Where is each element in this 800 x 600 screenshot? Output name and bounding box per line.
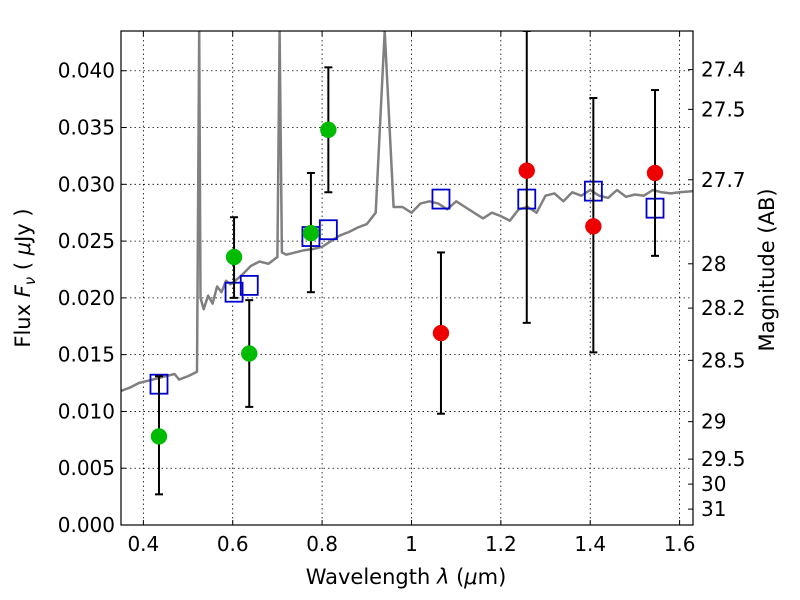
x-tick-label: 0.6 [217,532,249,556]
y-axis-label: Flux Fν ( μJy ) [11,208,39,347]
x-tick-label: 1.4 [574,532,606,556]
x-tick-label: 1.2 [485,532,517,556]
y2-tick-label: 27.7 [701,168,746,192]
observed-point [225,248,243,266]
x-axis-label: Wavelength λ (μm) [306,565,507,589]
model-square-point [318,219,338,241]
y2-tick-label: 29 [701,410,726,434]
x-tick-label: 1.6 [664,532,696,556]
grid-lines [121,31,693,526]
y2-tick-label: 29.5 [701,447,746,471]
observed-point [302,224,320,242]
x-tick-label: 1 [405,532,418,556]
observed-point [150,428,168,445]
y-tick-label: 0.040 [58,59,115,83]
observed-point [585,218,602,235]
observed-point [320,121,337,139]
model-square-point [239,274,259,296]
y-tick-label: 0.010 [58,399,115,423]
y2-tick-label: 28.5 [701,348,746,372]
observed-point [432,324,450,342]
y-tick-label: 0.020 [58,286,115,310]
y2-tick-label: 27.5 [701,97,746,121]
y-tick-label: 0.005 [58,456,115,480]
observed-point [646,164,664,182]
model-square-point [431,188,451,210]
plot-area [121,31,693,496]
y2-tick-label: 31 [701,497,726,521]
y-tick-label: 0.035 [58,116,115,140]
y2-tick-label: 28.2 [701,296,746,320]
y2-tick-label: 27.4 [701,58,746,82]
y-tick-label: 0.025 [58,229,115,253]
y2-tick-label: 30 [701,472,726,496]
spectrum-line [121,31,693,393]
plot-content [121,31,693,496]
y-tick-label: 0.030 [58,172,115,196]
observed-point [241,345,258,362]
observed-point [518,162,536,179]
axis-ticks: 0.4 0.6 0.8 1 1.2 1.4 1.6 0.000 0.005 0.010 0.015 0… [58,31,746,556]
y2-axis-label: Magnitude (AB) [755,188,779,351]
y-tick-label: 0.015 [58,343,115,367]
x-tick-label: 0.8 [306,532,338,556]
y2-tick-label: 28 [701,252,726,276]
axes-frame [120,30,694,526]
y-tick-label: 0.000 [58,513,115,537]
x-tick-label: 0.4 [127,532,159,556]
